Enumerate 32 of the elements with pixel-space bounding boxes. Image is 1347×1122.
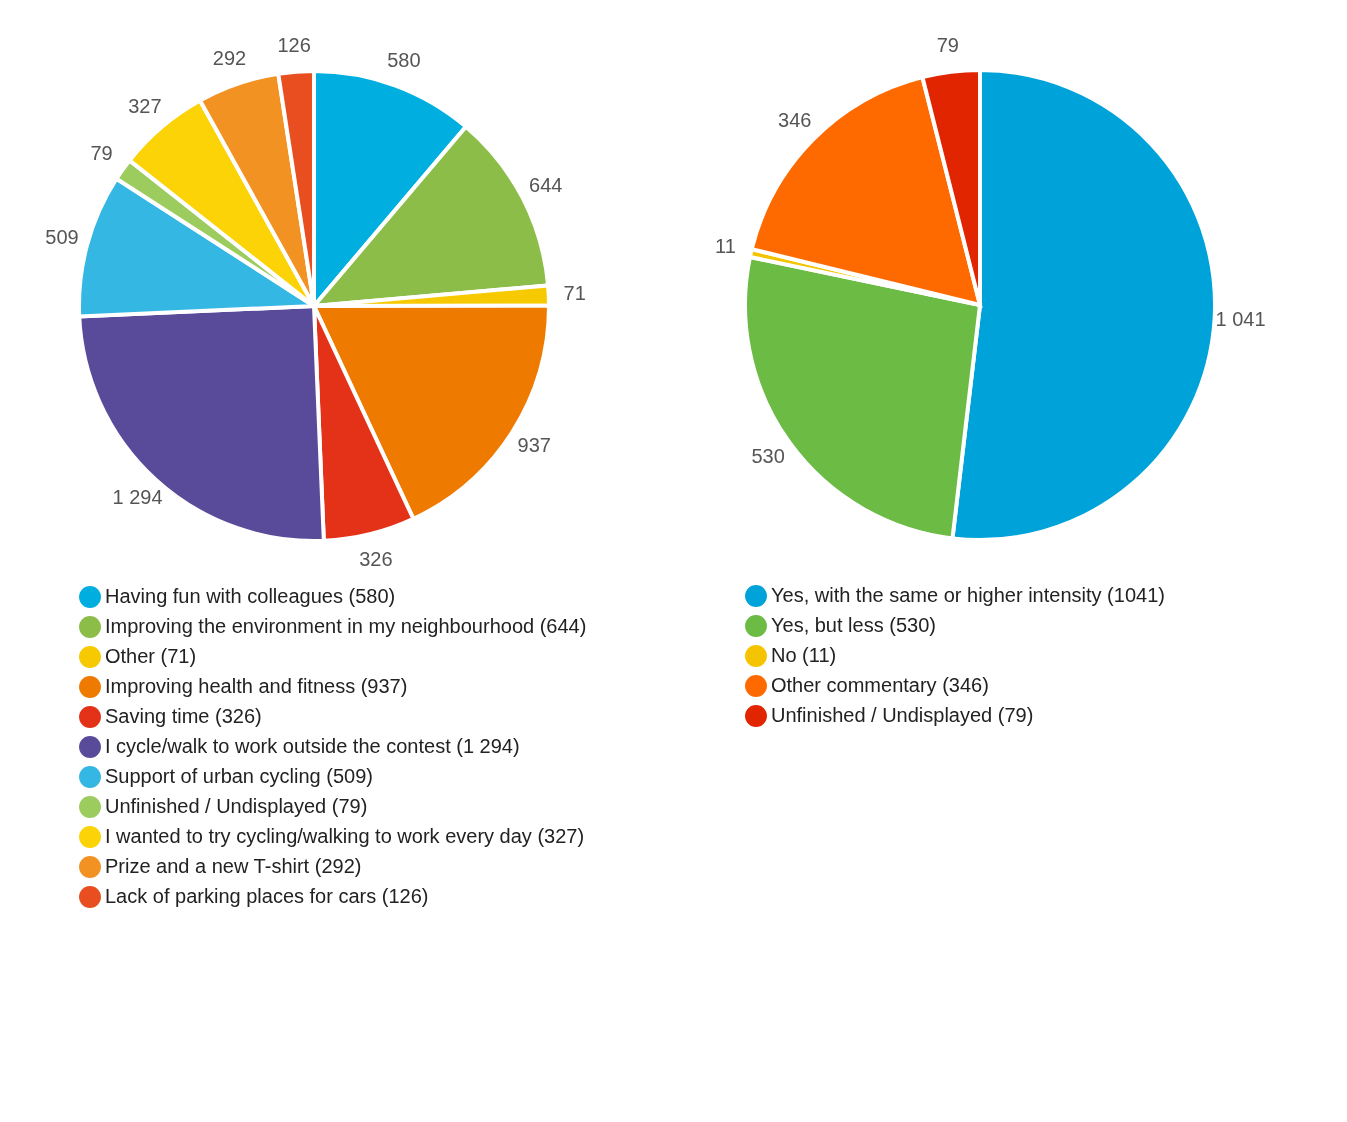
data-label: 79 <box>936 33 959 56</box>
legend-label: No (11) <box>771 644 837 666</box>
data-label: 126 <box>277 33 311 56</box>
data-label: 292 <box>212 47 247 70</box>
legend-label: Lack of parking places for cars (126) <box>105 885 429 907</box>
legend-label: I cycle/walk to work outside the contest (1 294) <box>105 735 520 757</box>
legend-label: I wanted to try cycling/walking to work every day (327) <box>105 825 585 847</box>
data-label: 1 041 <box>1215 308 1266 331</box>
data-label: 580 <box>387 48 421 71</box>
data-label: 71 <box>563 282 586 305</box>
legend-label: Other (71) <box>105 645 197 667</box>
legend-label: Support of urban cycling (509) <box>105 765 373 787</box>
data-label: 530 <box>751 445 785 468</box>
legend-label: Prize and a new T-shirt (292) <box>105 855 362 877</box>
data-label: 509 <box>45 225 79 248</box>
data-label: 79 <box>90 142 113 165</box>
legend-label: Unfinished / Undisplayed (79) <box>771 704 1034 726</box>
data-label: 326 <box>359 547 393 570</box>
legend-label: Saving time (326) <box>105 705 262 727</box>
data-label: 346 <box>778 109 812 132</box>
legend-label: Unfinished / Undisplayed (79) <box>105 795 368 817</box>
legend-label: Improving health and fitness (937) <box>105 675 408 697</box>
legend-label: Improving the environment in my neighbourhood (644) <box>105 615 587 637</box>
legend-label: Yes, with the same or higher intensity (1041) <box>771 584 1165 606</box>
data-label: 937 <box>517 434 551 457</box>
data-label: 11 <box>715 235 736 258</box>
data-label: 644 <box>529 174 563 196</box>
data-label: 1 294 <box>112 486 163 509</box>
legend-label: Yes, but less (530) <box>771 614 936 636</box>
data-label: 327 <box>128 95 162 118</box>
legend-label: Having fun with colleagues (580) <box>105 585 396 607</box>
legend-label: Other commentary (346) <box>771 674 989 696</box>
